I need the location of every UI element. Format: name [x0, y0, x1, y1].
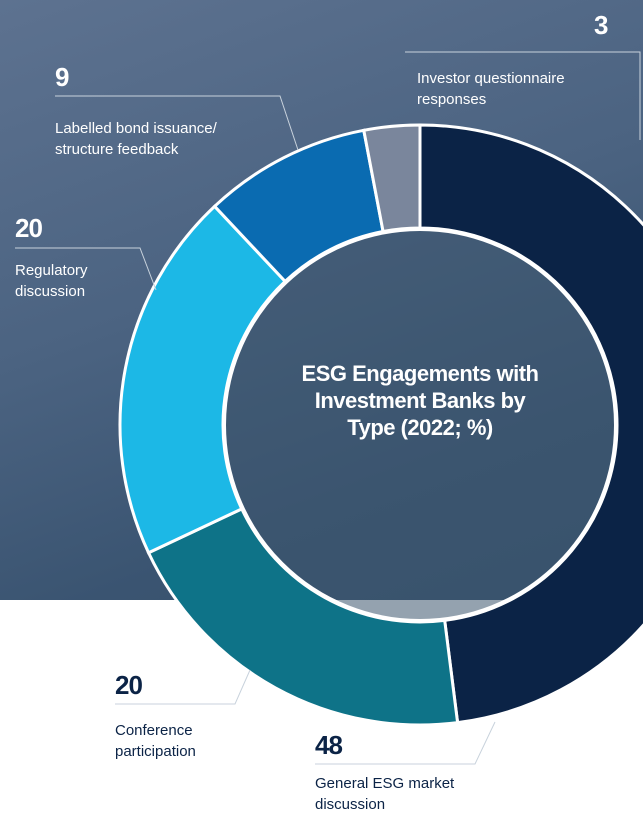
- category-label: Regulatory discussion: [15, 260, 115, 302]
- value-label: 9: [55, 62, 68, 93]
- value-label: 3: [594, 10, 607, 41]
- category-label: Labelled bond issuance/ structure feedba…: [55, 118, 240, 160]
- category-label: Investor questionnaire responses: [417, 68, 617, 110]
- category-label: Conference participation: [115, 720, 225, 762]
- category-label: General ESG market discussion: [315, 773, 475, 815]
- value-label: 20: [115, 670, 142, 701]
- leader-line: [315, 722, 495, 764]
- page: ESG Engagements with Investment Banks by…: [0, 0, 643, 821]
- value-label: 20: [15, 213, 42, 244]
- chart-title: ESG Engagements with Investment Banks by…: [300, 360, 540, 441]
- value-label: 48: [315, 730, 342, 761]
